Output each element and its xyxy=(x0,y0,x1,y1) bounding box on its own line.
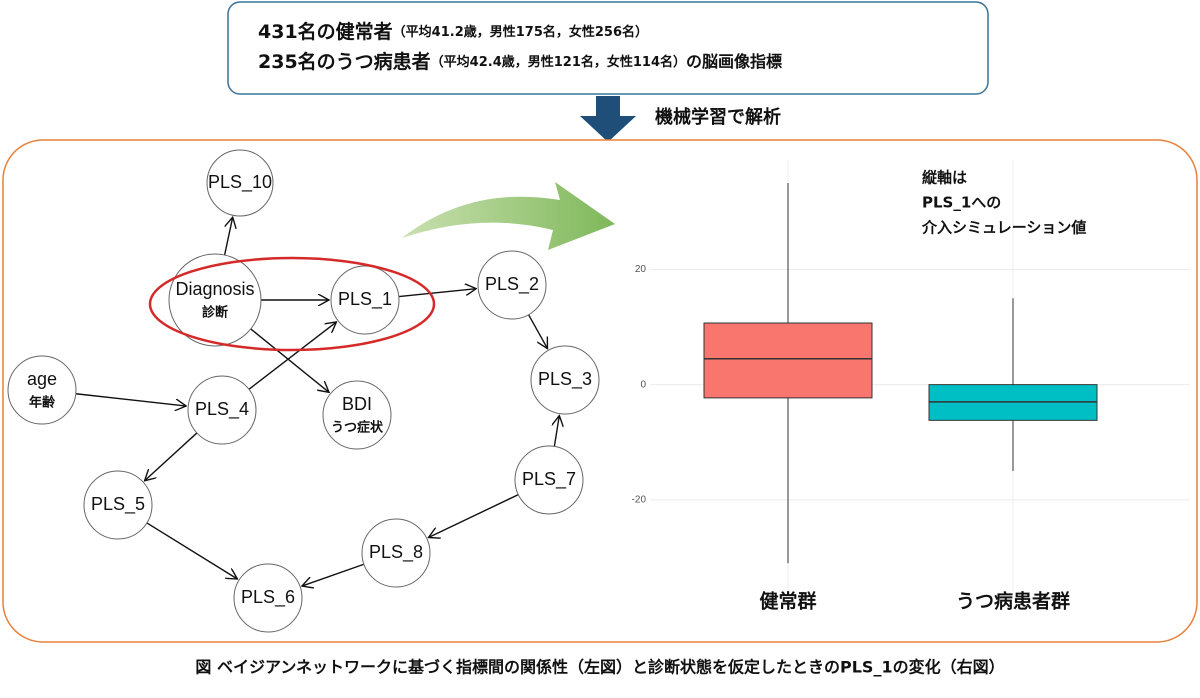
node-label: PLS_6 xyxy=(241,587,295,608)
node-sublabel: 年齢 xyxy=(29,395,56,411)
down-arrow xyxy=(580,96,636,142)
node xyxy=(233,563,303,633)
y-tick-label: 0 xyxy=(640,379,646,390)
edge xyxy=(146,522,238,579)
edge xyxy=(145,432,198,481)
header-line: 235名のうつ病患者（平均42.4歳，男性121名，女性114名）の脳画像指標 xyxy=(258,50,782,73)
caption: 図 ベイジアンネットワークに基づく指標間の関係性（左図）と診断状態を仮定したとき… xyxy=(195,658,1004,677)
network: PLS_10 Diagnosis 診断 PLS_1 PLS_2 PLS_3 age 年齢 PLS… xyxy=(7,149,600,633)
node xyxy=(83,470,153,540)
node-label: Diagnosis xyxy=(175,279,254,299)
header-main: 235名のうつ病患者 xyxy=(258,50,431,73)
node-sublabel: 診断 xyxy=(202,305,228,321)
node xyxy=(322,380,392,450)
edge xyxy=(75,393,186,406)
edge xyxy=(428,494,519,538)
node-label: PLS_2 xyxy=(485,274,539,295)
header-line: 431名の健常者（平均41.2歳，男性175名，女性256名） xyxy=(258,20,648,43)
x-tick-label: 健常群 xyxy=(759,590,816,613)
node-label: age xyxy=(27,369,57,389)
node xyxy=(7,355,77,425)
node xyxy=(330,265,400,335)
header-suffix: の脳画像指標 xyxy=(686,52,782,71)
node-label: PLS_4 xyxy=(195,399,249,420)
node-sublabel: うつ症状 xyxy=(331,420,384,436)
node xyxy=(477,250,547,320)
header-detail: （平均42.4歳，男性121名，女性114名） xyxy=(431,54,686,70)
annotation: 縦軸は xyxy=(922,169,967,187)
edge xyxy=(248,322,337,390)
header-main: 431名の健常者 xyxy=(258,20,393,43)
header-detail: （平均41.2歳，男性175名，女性256名） xyxy=(393,24,648,40)
y-tick-label: 20 xyxy=(635,264,647,275)
node xyxy=(187,375,257,445)
edge xyxy=(250,328,329,392)
header-box xyxy=(227,1,989,95)
annotation: 介入シミュレーション値 xyxy=(921,219,1086,237)
edge xyxy=(223,217,233,256)
node xyxy=(361,518,431,588)
node-label: PLS_10 xyxy=(208,172,272,193)
node-label: PLS_8 xyxy=(369,542,423,563)
edge xyxy=(398,289,476,298)
x-tick-label: うつ病患者群 xyxy=(956,590,1070,613)
box xyxy=(703,322,873,399)
y-tick-label: -20 xyxy=(632,494,647,505)
annotation: PLS_1への xyxy=(922,194,1001,212)
edge xyxy=(554,416,559,447)
node xyxy=(530,345,600,415)
node-label: PLS_3 xyxy=(538,369,592,390)
node xyxy=(206,149,274,217)
highlight-ellipse xyxy=(148,256,436,352)
node xyxy=(168,253,262,347)
node-label: PLS_5 xyxy=(91,494,145,515)
node xyxy=(514,445,584,515)
node-label: BDI xyxy=(342,394,372,414)
edge xyxy=(527,314,548,349)
edge xyxy=(302,563,365,586)
arrow-label: 機械学習で解析 xyxy=(655,106,781,128)
transition-arrow xyxy=(402,182,615,250)
node-label: PLS_7 xyxy=(522,469,576,490)
node-label: PLS_1 xyxy=(338,289,392,310)
